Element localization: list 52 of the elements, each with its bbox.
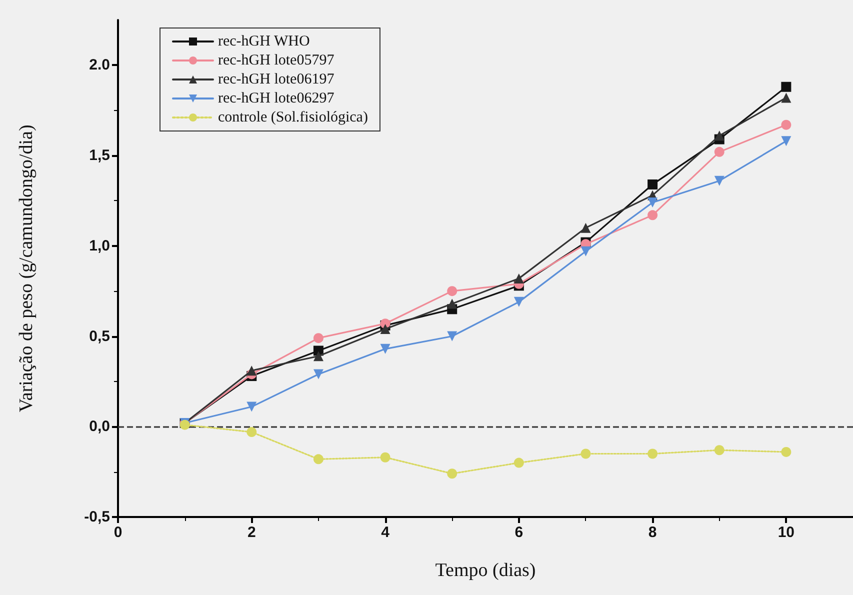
point (714, 445, 724, 456)
point (648, 448, 658, 459)
point (447, 298, 458, 309)
y-tick-label: 1,0 (89, 237, 110, 254)
point (714, 176, 724, 186)
y-tick-label: 2.0 (89, 56, 110, 74)
point (313, 369, 324, 380)
point (781, 82, 792, 92)
point (781, 92, 792, 103)
point (447, 286, 458, 296)
point (714, 130, 724, 141)
point (580, 448, 591, 459)
point (781, 446, 792, 457)
point (580, 222, 591, 233)
legend-label: rec-hGH lote06197 (218, 72, 335, 88)
x-tick-label: 4 (381, 524, 390, 541)
point (648, 210, 658, 220)
point (714, 146, 724, 157)
point (514, 296, 524, 307)
point (648, 179, 658, 190)
point (246, 427, 257, 438)
x-tick-label: 10 (778, 524, 795, 541)
point (246, 402, 257, 412)
legend-label: controle (Sol.fisiológica) (218, 110, 368, 126)
point (580, 246, 591, 256)
legend-label: rec-hGH lote05797 (218, 52, 335, 68)
point (313, 351, 324, 362)
point (313, 333, 324, 344)
x-tick-label: 2 (247, 524, 256, 541)
point (447, 331, 458, 342)
point (380, 324, 390, 334)
x-axis-title: Tempo (dias) (435, 560, 536, 581)
point (514, 273, 524, 284)
legend-label: rec-hGH WHO (218, 34, 310, 50)
point (313, 454, 324, 464)
point (447, 468, 458, 479)
x-tick-label: 0 (114, 524, 122, 541)
point (514, 458, 524, 468)
y-tick-label: -0,5 (84, 508, 110, 526)
y-tick-label: 1,5 (89, 147, 110, 164)
point (380, 452, 390, 462)
point (246, 366, 257, 376)
point (648, 198, 658, 208)
x-tick-label: 6 (514, 524, 524, 541)
point (380, 344, 390, 354)
legend-label: rec-hGH lote06297 (218, 90, 335, 106)
point (781, 120, 792, 130)
y-tick-label: 0,0 (89, 418, 110, 436)
x-tick-label: 8 (648, 524, 657, 541)
point (781, 136, 792, 146)
y-axis-title: Variação de peso (g/camundongo/dia) (16, 124, 37, 412)
y-tick-label: 0,5 (89, 328, 110, 345)
